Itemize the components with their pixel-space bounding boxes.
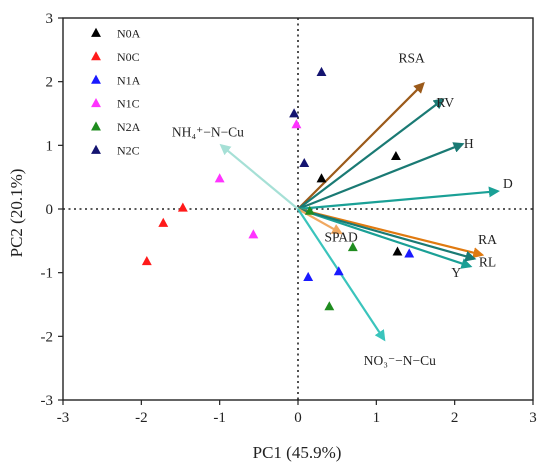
loading-label: NH₄⁺−N−Cu (172, 124, 244, 139)
loading-label: RA (478, 232, 497, 247)
x-tick-label: 2 (451, 410, 459, 426)
legend-marker (91, 121, 101, 131)
loading-label: Y (451, 265, 461, 280)
loading-arrow (297, 142, 465, 211)
loading-arrow (297, 207, 473, 269)
data-point (291, 119, 302, 129)
data-point (214, 173, 225, 183)
legend-marker (91, 74, 101, 84)
legend-marker (91, 98, 101, 108)
loading-arrow (297, 186, 500, 211)
data-point (324, 301, 335, 311)
data-point (304, 205, 315, 215)
y-tick-label: 2 (46, 75, 54, 91)
loading-label: NO₃⁻−N−Cu (364, 353, 436, 368)
data-point (390, 150, 401, 161)
loading-label: RV (436, 95, 454, 110)
x-tick-label: 1 (373, 410, 381, 426)
axis-ticks: -3 -2 -1 0 1 2 3 -3 -2 -1 0 1 2 3 (41, 11, 537, 426)
y-tick-label: 1 (46, 138, 54, 154)
loading-arrow (297, 82, 425, 210)
loading-labels: RSA RV H D RA RL Y SPAD NH₄⁺−N−Cu NO₃⁻−N−Cu (172, 51, 513, 368)
loading-label: RL (479, 254, 496, 269)
loading-arrow (297, 207, 477, 262)
zero-lines (63, 18, 533, 400)
data-point (392, 246, 403, 256)
x-tick-label: -2 (135, 410, 148, 426)
y-tick-label: -1 (41, 266, 54, 282)
y-tick-label: 3 (46, 11, 54, 27)
legend-label: N2C (117, 144, 140, 158)
loading-arrow (297, 208, 344, 235)
data-point (289, 108, 300, 118)
data-point (158, 217, 169, 227)
data-point (177, 202, 188, 212)
y-tick-label: -3 (41, 393, 54, 409)
data-point (303, 271, 314, 282)
legend-marker (91, 27, 101, 37)
data-point (316, 66, 327, 77)
legend-label: N2A (117, 120, 141, 134)
legend: N0A N0C N1A N1C N2A N2C (91, 27, 141, 158)
data-point (141, 256, 152, 266)
legend-marker (91, 144, 101, 154)
data-point (404, 248, 415, 258)
data-point (248, 229, 259, 239)
x-tick-label: 0 (294, 410, 302, 426)
x-axis-title: PC1 (45.9%) (253, 443, 342, 462)
x-tick-label: 3 (529, 410, 537, 426)
legend-label: N1A (117, 73, 141, 87)
data-point (333, 266, 344, 276)
x-tick-label: -1 (213, 410, 226, 426)
legend-label: N0C (117, 50, 140, 64)
y-tick-label: 0 (46, 202, 54, 218)
y-tick-label: -2 (41, 329, 54, 345)
data-point (347, 242, 358, 252)
y-axis-title: PC2 (20.1%) (7, 169, 26, 258)
loading-arrow (219, 143, 299, 210)
loading-arrow (297, 98, 445, 210)
legend-label: N1C (117, 97, 140, 111)
data-point (299, 157, 310, 168)
sample-points (141, 66, 415, 311)
data-point (316, 173, 327, 183)
loading-label: RSA (398, 51, 425, 66)
legend-label: N0A (117, 27, 141, 41)
loading-arrows (219, 82, 500, 342)
legend-marker (91, 51, 101, 61)
loading-label: D (503, 176, 513, 191)
loading-label: H (464, 136, 474, 151)
x-tick-label: -3 (57, 410, 70, 426)
loading-label: SPAD (324, 229, 358, 244)
